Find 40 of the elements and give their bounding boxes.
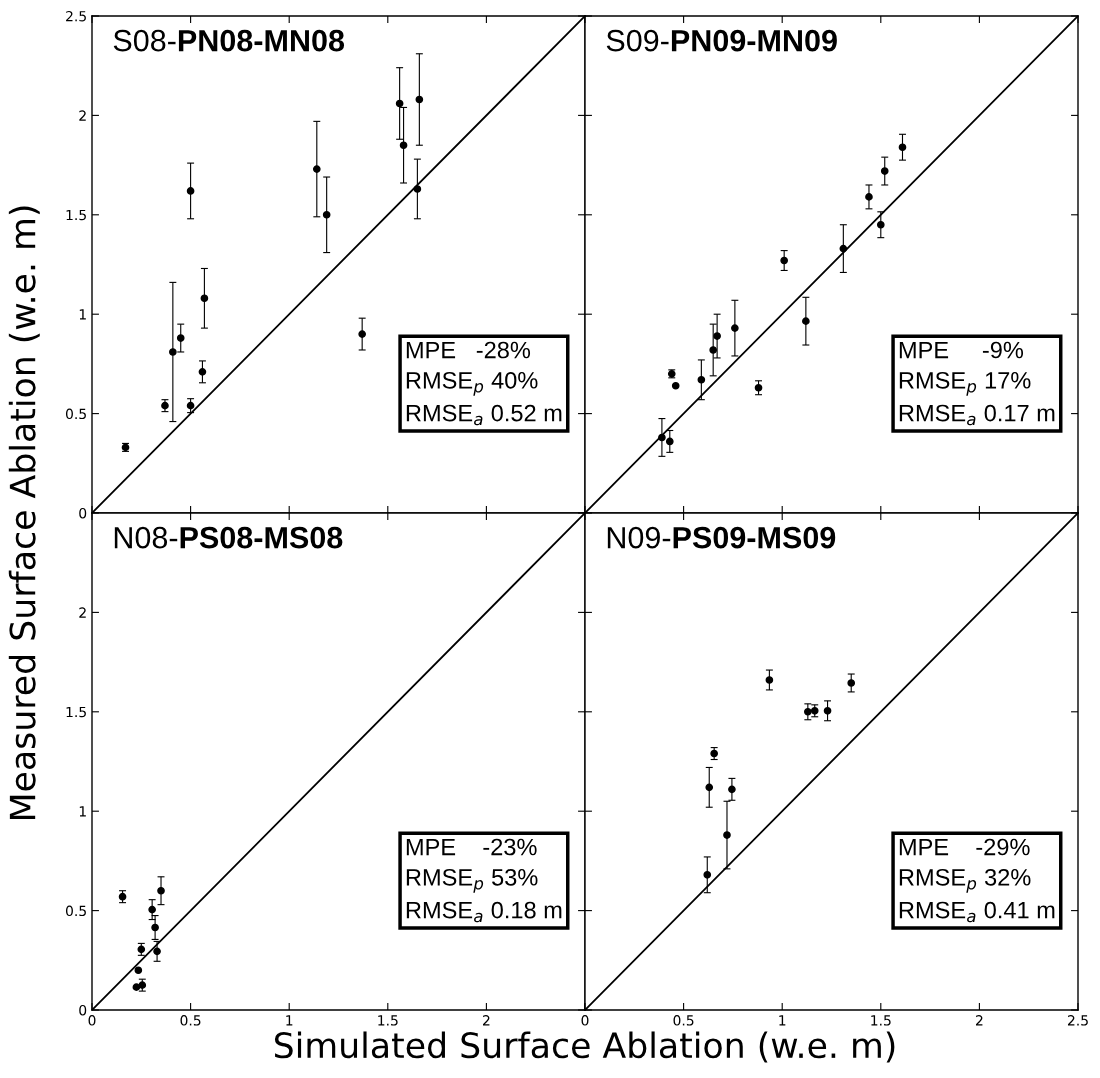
- x-tick-label: 1.5: [871, 1015, 891, 1026]
- y-tick-label: 2: [79, 607, 86, 618]
- y-tick-label: 0.5: [65, 408, 86, 420]
- chart-title: S09-PN09-MN09: [606, 29, 837, 52]
- annotation: RMSE$_{a}$ 0.41 m: [899, 901, 1055, 923]
- y-tick-label: 2.5: [66, 10, 86, 22]
- annotation: RMSE$_{a}$ 0.52 m: [406, 404, 562, 426]
- y-tick-label: 1.5: [66, 209, 86, 221]
- y-axis-title: Measured Surface Ablation (w.e. m): [8, 206, 40, 820]
- x-tick-label: 0: [581, 1015, 589, 1026]
- x-tick-label: 1: [286, 1015, 293, 1026]
- y-tick-label: 1: [79, 309, 86, 320]
- x-tick-label: 2.5: [1067, 1015, 1088, 1026]
- y-tick-label: 0.5: [65, 905, 86, 917]
- chart-title: S08-PN08-MN08: [113, 29, 345, 52]
- x-axis-title: Simulated Surface Ablation (w.e. m): [274, 1031, 895, 1063]
- annotation: MPE -29%: [899, 838, 1030, 856]
- chart-title: N09-PS09-MS09: [607, 526, 836, 549]
- x-tick-label: 1.5: [378, 1015, 398, 1026]
- annotation: RMSE$_{p}$ 17%: [899, 371, 1031, 396]
- x-tick-label: 0.5: [673, 1015, 694, 1026]
- x-tick-label: 1: [779, 1015, 786, 1026]
- y-tick-label: 1: [79, 806, 86, 817]
- y-tick-label: 0: [79, 507, 87, 519]
- annotation: MPE -28%: [406, 341, 531, 359]
- x-tick-label: 0: [88, 1015, 96, 1026]
- x-tick-label: 2: [483, 1015, 490, 1026]
- annotation: MPE -23%: [406, 838, 537, 856]
- annotation: RMSE$_{p}$ 40%: [406, 371, 538, 396]
- chart-title: N08-PS08-MS08: [114, 526, 343, 549]
- annotation: MPE -9%: [899, 341, 1024, 359]
- x-tick-label: 0.5: [180, 1015, 201, 1026]
- annotation: RMSE$_{a}$ 0.17 m: [899, 404, 1055, 426]
- annotation: RMSE$_{a}$ 0.18 m: [406, 901, 562, 923]
- y-tick-label: 0: [79, 1004, 87, 1016]
- y-tick-label: 1.5: [66, 706, 86, 718]
- annotation: RMSE$_{p}$ 32%: [899, 868, 1031, 893]
- annotation: RMSE$_{p}$ 53%: [406, 868, 538, 893]
- x-tick-label: 2: [976, 1015, 983, 1026]
- y-tick-label: 2: [79, 110, 86, 121]
